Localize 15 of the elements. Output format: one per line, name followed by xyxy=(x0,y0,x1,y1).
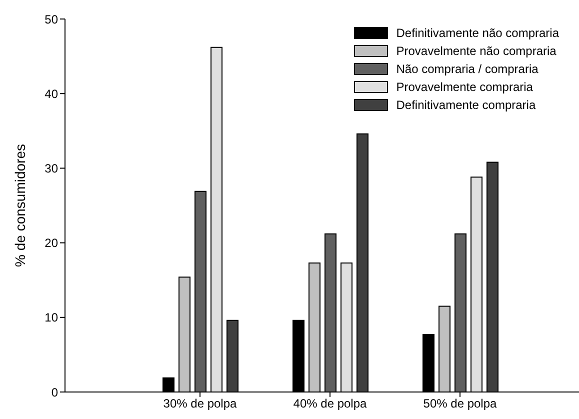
y-tick-label: 10 xyxy=(44,310,58,325)
legend-label: Não compraria / compraria xyxy=(396,62,538,76)
x-tick-label: 50% de polpa xyxy=(423,396,498,411)
x-tick-label: 40% de polpa xyxy=(293,396,368,411)
legend-label: Provavelmente não compraria xyxy=(396,44,556,58)
legend-label: Definitivamente compraria xyxy=(396,98,536,112)
y-tick-label: 20 xyxy=(44,236,58,250)
y-tick-label: 50 xyxy=(44,12,58,26)
y-axis-title: % de consumidores xyxy=(12,144,28,267)
y-tick-label: 40 xyxy=(44,86,58,101)
y-tick-label: 30 xyxy=(44,161,58,176)
x-tick-label: 30% de polpa xyxy=(163,396,238,411)
y-tick-label: 0 xyxy=(51,385,58,400)
legend-label: Provavelmente compraria xyxy=(396,80,533,94)
legend-label: Definitivamente não compraria xyxy=(396,26,559,40)
